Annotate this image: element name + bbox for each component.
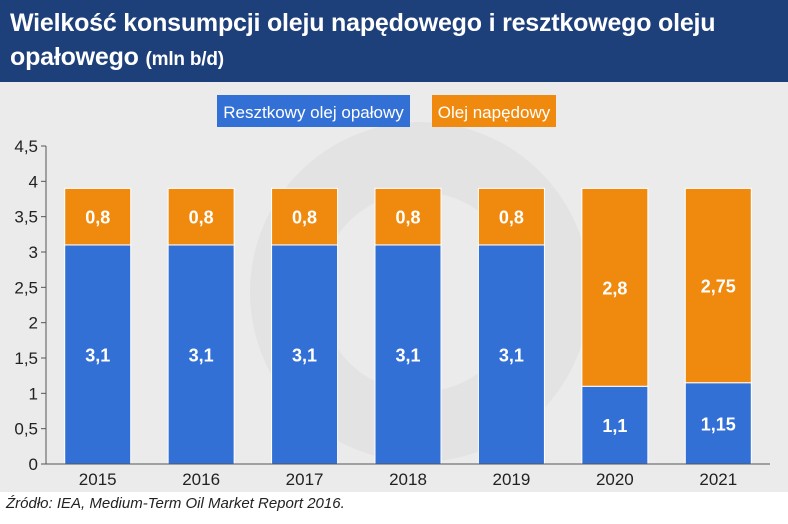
data-label-2019-s1: 3,1 [499, 345, 524, 365]
y-tick-label: 4,5 [14, 137, 38, 156]
y-tick-label: 4 [29, 172, 38, 191]
legend-label-1: Resztkowy olej opałowy [223, 103, 404, 122]
stacked-bar-chart: Resztkowy olej opałowy Olej napędowy 0 0,5… [14, 95, 770, 489]
bar-segment-2021-s2 [684, 187, 752, 384]
legend-label-2: Olej napędowy [438, 103, 551, 122]
y-tick-label: 3 [29, 243, 38, 262]
data-label-2021-s1: 1,15 [701, 414, 736, 434]
chart-area: Resztkowy olej opałowy Olej napędowy 0 0,5… [0, 82, 788, 492]
bar-segment-2021-s1 [684, 382, 752, 465]
data-label-2015-s2: 0,8 [85, 208, 110, 228]
data-label-2020-s1: 1,1 [602, 416, 627, 436]
data-label-2016-s1: 3,1 [189, 345, 214, 365]
x-tick-label: 2016 [182, 470, 220, 489]
data-label-2019-s2: 0,8 [499, 208, 524, 228]
bars: 3,1 0,8 3,1 0,8 3,1 0,8 3,1 0,8 3,1 0,8 1,1 2,8 1,15… [64, 187, 752, 465]
y-tick-label: 1,5 [14, 349, 38, 368]
x-tick-label: 2015 [79, 470, 117, 489]
bar-segment-2015-s2 [64, 187, 132, 246]
chart-title: Wielkość konsumpcji oleju napędowego i r… [10, 9, 716, 71]
data-label-2020-s2: 2,8 [602, 278, 627, 298]
bar-segment-2017-s1 [271, 244, 339, 465]
x-axis: 2015 2016 2017 2018 2019 2020 2021 [46, 463, 770, 489]
source-note: Źródło: IEA, Medium-Term Oil Market Repo… [6, 495, 345, 512]
bar-segment-2016-s2 [167, 187, 235, 246]
data-label-2021-s2: 2,75 [701, 277, 736, 297]
bar-segment-2019-s2 [477, 187, 545, 246]
x-tick-label: 2018 [389, 470, 427, 489]
y-tick-label: 2 [29, 314, 38, 333]
bar-segment-2017-s2 [271, 187, 339, 246]
bar-segment-2019-s1 [477, 244, 545, 465]
legend-swatch-1 [217, 95, 410, 127]
chart-title-block: Wielkość konsumpcji oleju napędowego i r… [10, 6, 780, 77]
data-label-2017-s2: 0,8 [292, 208, 317, 228]
legend: Resztkowy olej opałowy Olej napędowy [217, 95, 556, 127]
y-tick-label: 3,5 [14, 208, 38, 227]
data-label-2018-s2: 0,8 [395, 208, 420, 228]
y-tick-label: 2,5 [14, 278, 38, 297]
bar-segment-2020-s2 [581, 187, 649, 387]
y-tick-label: 1 [29, 384, 38, 403]
chart-unit: (mln b/d) [145, 49, 225, 70]
bar-segment-2018-s2 [374, 187, 442, 246]
x-tick-label: 2019 [493, 470, 531, 489]
data-label-2016-s2: 0,8 [189, 208, 214, 228]
data-label-2018-s1: 3,1 [395, 345, 420, 365]
y-tick-label: 0 [29, 455, 38, 474]
data-label-2017-s1: 3,1 [292, 345, 317, 365]
bar-segment-2020-s1 [581, 385, 649, 465]
x-tick-label: 2021 [699, 470, 737, 489]
y-axis: 0 0,5 1 1,5 2 2,5 3 3,5 4 4,5 [14, 137, 47, 474]
legend-swatch-2 [432, 95, 556, 127]
x-tick-label: 2020 [596, 470, 634, 489]
bar-segment-2016-s1 [167, 244, 235, 465]
y-tick-label: 0,5 [14, 420, 38, 439]
x-tick-label: 2017 [286, 470, 324, 489]
chart-header: Wielkość konsumpcji oleju napędowego i r… [0, 0, 788, 82]
data-label-2015-s1: 3,1 [85, 345, 110, 365]
